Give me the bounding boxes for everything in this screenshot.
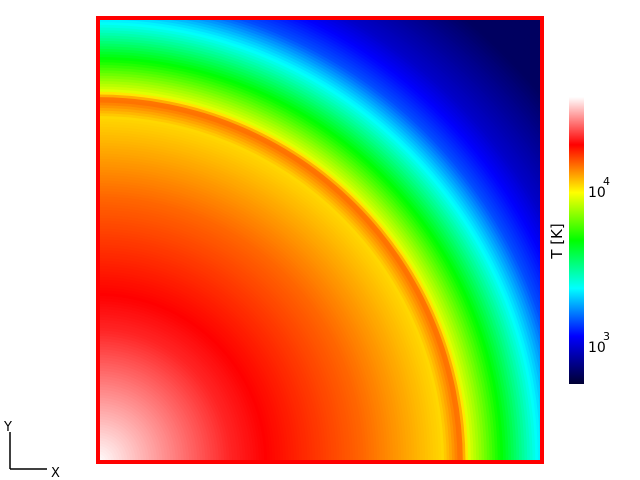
colorbar-tick-label-1e3-exp: 3 [603,330,610,343]
colorbar-tick-label-1e4-base: 10 [588,185,606,201]
colorbar-tick-1e3: 10 3 [588,330,610,356]
y-axis-label: Y [3,420,12,435]
plot-frame [96,16,544,464]
colorbar-tick-label-1e4-exp: 4 [603,175,610,188]
colorbar-tick-label-1e3-base: 10 [588,340,606,356]
colorbar [569,97,584,384]
colorbar-title: T [K] [548,223,566,259]
axis-triad: Y X [3,420,60,480]
x-axis-label: X [51,466,60,480]
colorbar-tick-1e4: 10 4 [588,175,610,201]
